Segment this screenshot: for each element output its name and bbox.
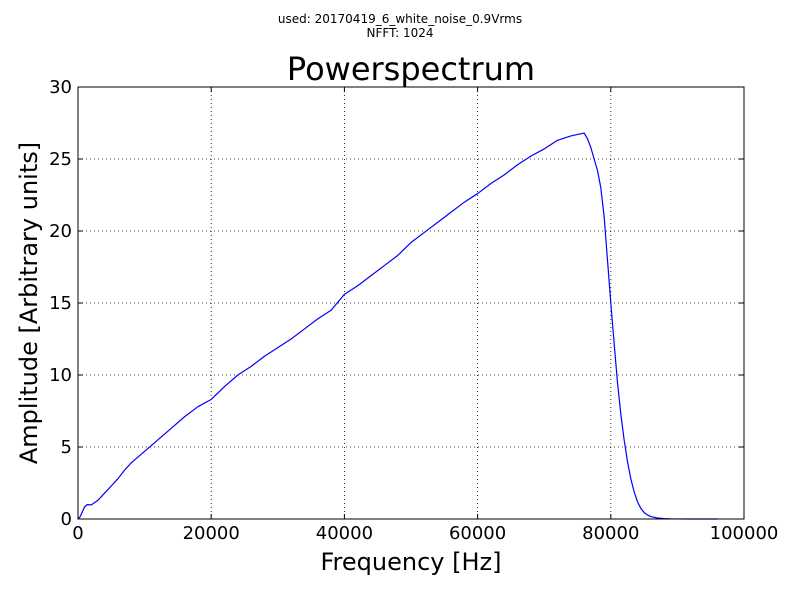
plot-frame (77, 86, 745, 520)
x-tick-label: 20000 (183, 523, 240, 544)
x-tick-label: 80000 (582, 523, 639, 544)
x-tick-label: 100000 (710, 523, 779, 544)
grid-lines (77, 86, 745, 520)
x-axis-label: Frequency [Hz] (321, 548, 502, 576)
nfft-label: NFFT: 1024 (366, 26, 434, 40)
x-tick-label: 40000 (316, 523, 373, 544)
x-tick-label: 0 (72, 523, 83, 544)
y-tick-label: 10 (49, 365, 72, 386)
used-label: used: 20170419_6_white_noise_0.9Vrms (277, 12, 523, 26)
series-line (77, 132, 718, 520)
y-tick-label: 25 (49, 149, 72, 170)
data-layer (77, 132, 718, 520)
y-tick-label: 30 (49, 77, 72, 98)
y-tick-label: 5 (61, 437, 72, 458)
y-tick-label: 15 (49, 293, 72, 314)
x-tick-label: 60000 (449, 523, 506, 544)
y-tick-label: 20 (49, 221, 72, 242)
y-axis-label: Amplitude [Arbitrary units] (15, 142, 43, 464)
tick-labels: 0 20000 40000 60000 80000 100000 0 5 10 15 20 25 30 (49, 77, 778, 544)
chart-title: Powerspectrum (287, 50, 535, 88)
y-tick-label: 0 (61, 509, 72, 530)
